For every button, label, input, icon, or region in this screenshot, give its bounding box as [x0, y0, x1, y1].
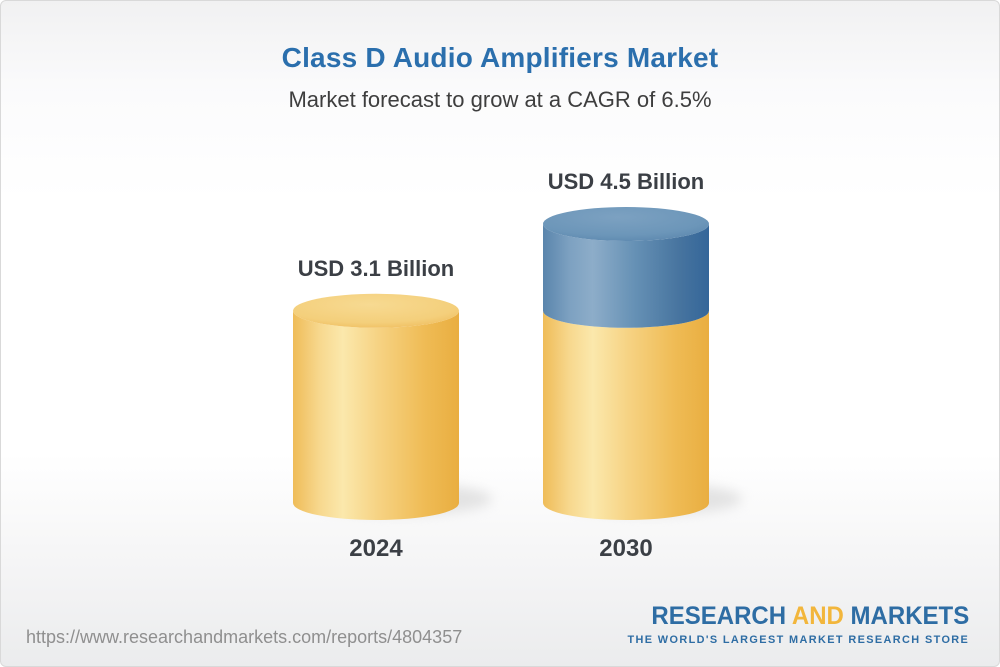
brand-word-and: AND	[791, 602, 844, 630]
brand-word-research: RESEARCH	[651, 602, 786, 630]
cylinder-cap-2030	[543, 207, 709, 241]
bar-year-label-0: 2024	[349, 535, 403, 562]
brand-logo: RESEARCH AND MARKETS THE WORLD'S LARGEST…	[624, 602, 969, 646]
brand-word-markets: MARKETS	[850, 602, 969, 630]
brand-tagline: THE WORLD'S LARGEST MARKET RESEARCH STOR…	[627, 634, 969, 646]
bar-value-label-1: USD 4.5 Billion	[547, 169, 705, 194]
cylinder-cap-2024	[293, 293, 459, 328]
chart-title: Class D Audio Amplifiers Market	[281, 42, 719, 73]
bar-year-label-1: 2030	[599, 535, 653, 562]
cylinder-segment-2030-blue	[543, 224, 709, 328]
cylinder-segment-2030-gold	[543, 310, 709, 520]
bars-layer	[293, 207, 742, 520]
report-url: https://www.researchandmarkets.com/repor…	[26, 627, 463, 647]
bar-value-label-0: USD 3.1 Billion	[297, 255, 455, 281]
brand-logo-wordmark: RESEARCH AND MARKETS	[638, 602, 969, 631]
chart-subtitle: Market forecast to grow at a CAGR of 6.5…	[288, 87, 712, 112]
cylinder-segment-2024-gold	[293, 310, 459, 520]
